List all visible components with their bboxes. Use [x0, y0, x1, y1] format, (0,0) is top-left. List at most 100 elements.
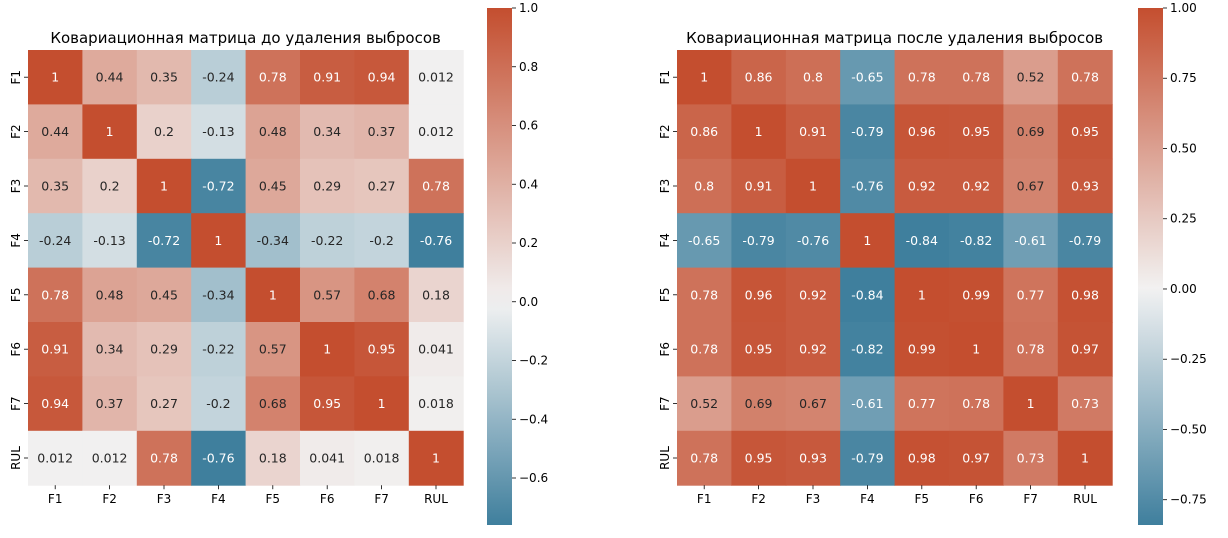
cell-label: -0.2 [206, 396, 230, 411]
cell-label: 0.45 [150, 287, 178, 302]
cell-label: 0.2 [100, 179, 120, 194]
cell-label: 1 [214, 233, 222, 248]
cell-label: -0.24 [39, 233, 71, 248]
cell-label: 1 [809, 179, 817, 194]
cell-label: 1 [432, 451, 440, 466]
x-tick-label: F7 [1023, 492, 1038, 506]
heatmap-cell [28, 322, 83, 377]
colorbar-tick-label: 0.25 [1170, 212, 1197, 226]
cell-label: -0.79 [1069, 233, 1101, 248]
heatmap-cell [1057, 430, 1113, 486]
cell-label: 0.44 [41, 124, 69, 139]
heatmap-cell [136, 322, 192, 377]
heatmap-cell [785, 430, 841, 486]
cell-label: 1 [755, 124, 763, 139]
cell-label: 0.57 [313, 287, 341, 302]
heatmap-cell [949, 158, 1004, 214]
cell-label: -0.22 [202, 342, 234, 357]
heatmap-cell [136, 430, 192, 486]
cell-label: 1 [378, 396, 386, 411]
heatmap-cell [785, 104, 841, 160]
cell-label: 1 [918, 287, 926, 302]
heatmap-cell [1057, 267, 1113, 323]
x-tick-label: RUL [424, 492, 448, 506]
cell-label: -0.76 [797, 233, 829, 248]
heatmap-cell [1057, 376, 1113, 432]
heatmap-cell [82, 104, 138, 160]
cell-label: 1 [269, 287, 277, 302]
heatmap-cell [840, 376, 896, 432]
colorbar-tick-label: 0.6 [519, 119, 538, 133]
cell-label: 0.27 [150, 396, 178, 411]
cell-label: 0.78 [259, 70, 287, 85]
cell-label: 1 [1081, 451, 1089, 466]
heatmap-cell [785, 376, 841, 432]
heatmap-cell [731, 376, 787, 432]
x-tick-label: F1 [697, 492, 712, 506]
heatmap-cell [840, 158, 896, 214]
colorbar-tick-label: −0.2 [519, 354, 548, 368]
heatmap-cell [677, 322, 732, 377]
heatmap-cell [1003, 376, 1059, 432]
cell-label: -0.65 [851, 70, 883, 85]
x-tick-label: F6 [320, 492, 335, 506]
heatmap-cell [677, 267, 732, 323]
cell-label: -0.82 [851, 342, 883, 357]
heatmap-cell [300, 376, 355, 432]
heatmap-cell [191, 158, 247, 214]
heatmap-cell [677, 104, 732, 160]
y-tick-label: F3 [658, 179, 672, 194]
cell-label: 0.27 [368, 179, 396, 194]
heatmap-cell [245, 213, 301, 269]
cell-label: 0.37 [368, 124, 396, 139]
heatmap-cell [245, 376, 301, 432]
heatmap-cell [731, 213, 787, 269]
cell-label: 0.29 [150, 342, 178, 357]
cell-label: -0.34 [257, 233, 289, 248]
heatmap-cell [731, 50, 787, 105]
cell-label: 0.67 [799, 396, 827, 411]
heatmap-cell [1003, 50, 1059, 105]
heatmap-cell [354, 50, 410, 105]
y-tick-label: F2 [9, 124, 23, 139]
cell-label: 0.97 [1071, 342, 1099, 357]
heatmap-cell [354, 158, 410, 214]
cell-label: 0.93 [1071, 179, 1099, 194]
heatmap-cell [949, 322, 1004, 377]
heatmap-cell [408, 376, 464, 432]
heatmap-cell [408, 430, 464, 486]
heatmap-cell [1003, 430, 1059, 486]
cell-label: -0.65 [688, 233, 720, 248]
cell-label: -0.72 [148, 233, 180, 248]
heatmap-cell [191, 267, 247, 323]
heatmap-cell [894, 158, 950, 214]
heatmap-cell [840, 50, 896, 105]
heatmap-cell [245, 267, 301, 323]
heatmap-cell [949, 376, 1004, 432]
x-tick-label: F4 [860, 492, 875, 506]
heatmap-cell [677, 376, 732, 432]
heatmap-cell [300, 104, 355, 160]
y-tick-label: F3 [9, 179, 23, 194]
heatmap-cell [245, 158, 301, 214]
heatmap-cell [840, 104, 896, 160]
heatmap-cell [191, 50, 247, 105]
heatmap-cell [1003, 104, 1059, 160]
y-tick-label: F4 [9, 233, 23, 248]
x-tick-label: F5 [915, 492, 930, 506]
heatmap-cell [191, 430, 247, 486]
cell-label: 1 [972, 342, 980, 357]
heatmap-cell [408, 322, 464, 377]
cell-label: 0.34 [313, 124, 341, 139]
cell-label: 0.86 [690, 124, 718, 139]
y-tick-label: F2 [658, 124, 672, 139]
cell-label: 0.78 [1017, 342, 1045, 357]
cell-label: 0.78 [422, 179, 450, 194]
heatmap-before: Ковариационная матрица до удаления выбро… [9, 1, 548, 525]
cell-label: 0.012 [92, 451, 128, 466]
cell-label: 0.18 [259, 451, 287, 466]
cell-label: -0.2 [369, 233, 393, 248]
x-tick-label: F1 [48, 492, 63, 506]
heatmap-cell [191, 104, 247, 160]
